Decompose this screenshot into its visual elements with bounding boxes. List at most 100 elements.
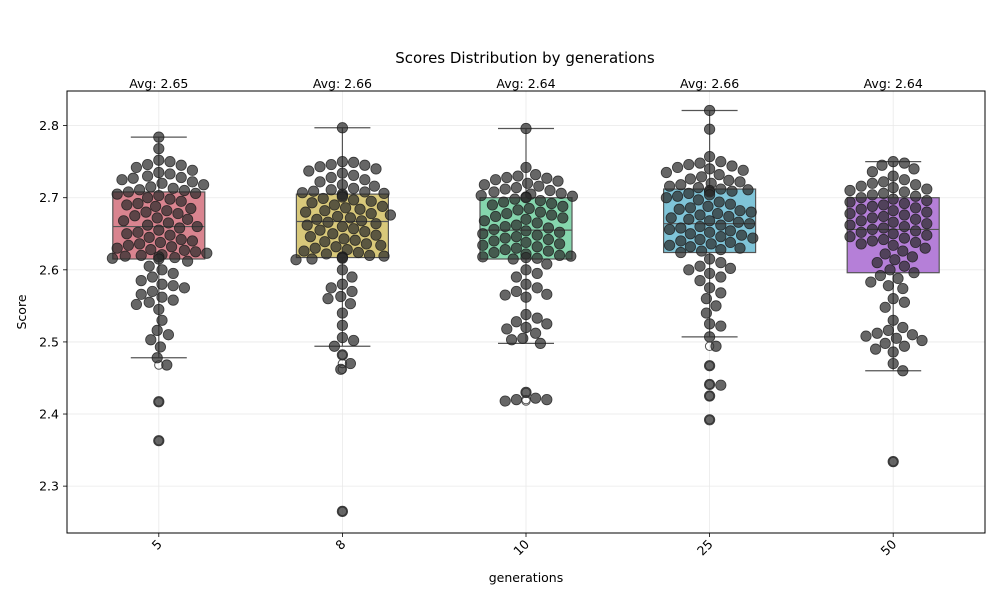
data-point [531,282,543,294]
data-point [715,219,727,231]
data-point [695,245,708,257]
data-point [306,197,318,209]
data-point [355,215,368,227]
data-point [663,223,676,236]
data-point [909,225,922,237]
data-point [352,246,364,259]
data-point [715,244,727,256]
data-point [921,229,933,241]
data-point [167,182,179,194]
data-point [882,280,895,292]
data-point [134,238,146,250]
data-point [162,217,174,229]
data-point [135,288,147,300]
data-point [747,232,759,244]
data-point [715,231,727,243]
data-point [742,184,754,196]
data-point [363,249,376,261]
data-point [663,239,676,251]
data-point [360,238,372,250]
chart-title: Scores Distribution by generations [395,49,655,67]
data-point [897,365,909,377]
average-labels: Avg: 2.65 Avg: 2.66 Avg: 2.64 Avg: 2.66 Avg:… [129,76,923,91]
data-point [844,207,856,220]
data-point [520,161,532,174]
data-point [887,156,899,168]
y-tick-label: 2.5 [39,334,59,349]
data-point [354,203,366,215]
data-point [531,217,543,229]
data-point [860,330,872,342]
data-point [545,197,558,210]
data-point [510,242,523,254]
data-point [336,505,348,517]
data-point [887,239,899,251]
data-point [713,169,725,181]
data-point [143,296,155,308]
y-tick-label: 2.4 [39,407,59,422]
x-axis-label: generations [489,570,564,585]
data-point [566,190,579,202]
data-point [529,169,542,181]
data-point [478,179,490,191]
data-point [855,203,867,215]
data-point [520,251,532,264]
data-point [325,282,337,294]
data-point [866,200,879,212]
data-point [186,164,198,176]
data-point [921,183,933,195]
data-point [290,254,302,266]
data-point [129,210,141,222]
data-point [703,189,716,201]
data-point [703,390,716,402]
data-point [517,332,529,344]
data-point [545,209,558,221]
data-point [703,163,716,175]
data-point [156,177,168,189]
data-point [338,233,350,245]
data-point [198,179,210,191]
data-point [889,254,901,266]
data-point [167,294,179,306]
data-point [336,220,348,233]
data-point [844,184,856,197]
data-point [331,210,344,223]
data-point [156,314,168,326]
data-point [145,181,157,193]
data-point [723,174,735,187]
data-point [898,209,911,221]
data-point [520,308,532,321]
data-point [898,296,911,308]
data-point [190,246,202,258]
data-point [544,184,556,197]
data-point [909,179,922,191]
data-point [897,282,909,295]
data-point [909,202,922,214]
data-point [299,206,312,218]
data-point [145,244,157,256]
data-point [475,189,487,202]
data-point [303,165,315,177]
data-point [510,394,523,406]
data-point [151,352,163,364]
data-point [715,379,727,391]
data-point [304,231,316,243]
data-point [520,386,532,398]
data-point [703,215,716,227]
data-point [510,182,523,194]
data-point [489,210,502,223]
data-point [153,253,165,265]
data-point [726,160,738,172]
data-point [336,252,348,264]
data-point [156,278,168,290]
data-point [869,343,882,355]
data-point [531,229,543,241]
data-point [346,271,358,283]
data-point [347,223,360,235]
data-point [182,213,194,225]
data-point [745,206,757,218]
data-point [534,194,547,207]
data-point [908,267,920,279]
